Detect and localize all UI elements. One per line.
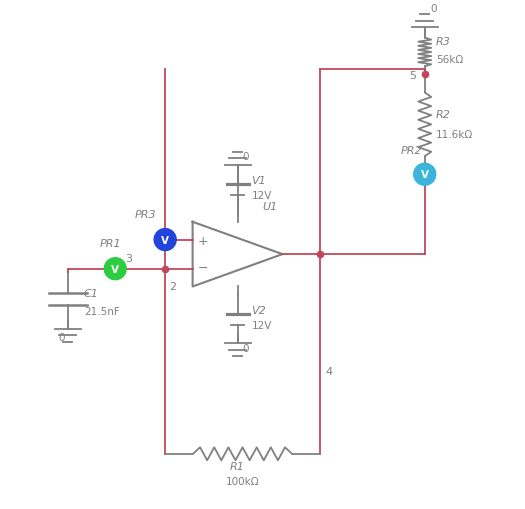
Text: C1: C1 — [84, 289, 99, 299]
Circle shape — [414, 164, 436, 186]
Text: 4: 4 — [326, 366, 333, 376]
Text: +: + — [197, 235, 208, 247]
Text: R1: R1 — [230, 461, 245, 471]
Text: 0: 0 — [430, 4, 437, 14]
Text: V: V — [421, 170, 429, 180]
Text: R3: R3 — [436, 37, 450, 47]
Text: 0: 0 — [59, 332, 65, 342]
Text: PR3: PR3 — [134, 210, 156, 220]
Text: U1: U1 — [262, 202, 278, 212]
Text: R2: R2 — [436, 109, 450, 120]
Text: −: − — [197, 262, 208, 275]
Circle shape — [154, 229, 176, 251]
Text: V1: V1 — [251, 176, 266, 186]
Text: 2: 2 — [169, 281, 176, 291]
Text: 21.5nF: 21.5nF — [84, 306, 120, 316]
Text: 3: 3 — [125, 253, 132, 264]
Text: 100kΩ: 100kΩ — [226, 476, 259, 486]
Text: 12V: 12V — [251, 320, 272, 330]
Text: 11.6kΩ: 11.6kΩ — [436, 130, 473, 139]
Text: 56kΩ: 56kΩ — [436, 55, 463, 65]
Text: 12V: 12V — [251, 191, 272, 201]
Text: 0: 0 — [243, 152, 249, 161]
Text: V2: V2 — [251, 305, 266, 316]
Circle shape — [104, 258, 126, 280]
Text: PR1: PR1 — [99, 239, 121, 249]
Text: 5: 5 — [409, 71, 416, 81]
Text: V: V — [111, 264, 119, 274]
Text: V: V — [161, 235, 169, 245]
Text: PR2: PR2 — [401, 146, 422, 156]
Text: 0: 0 — [243, 344, 249, 354]
